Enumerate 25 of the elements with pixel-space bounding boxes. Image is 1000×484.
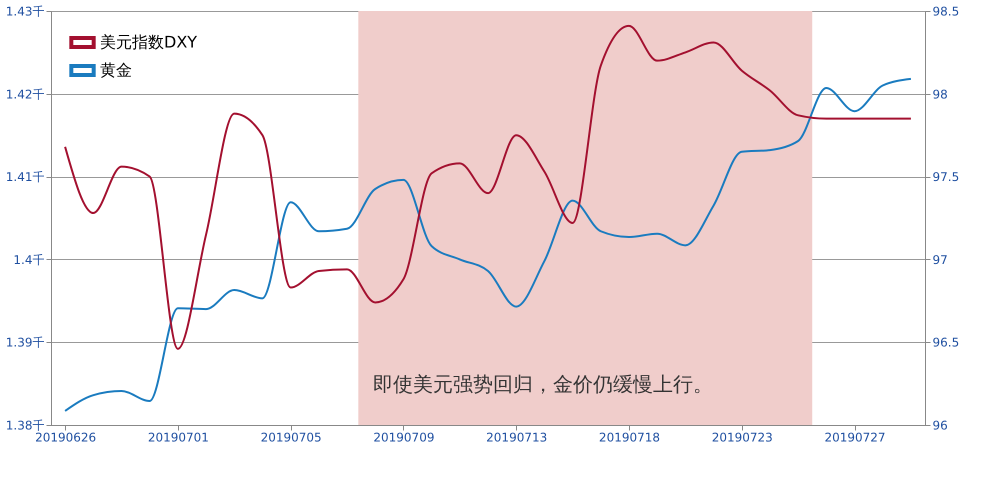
y-tick-label: 1.43千 [6,4,44,18]
y2-tick-label: 96.5 [932,336,960,350]
annotation: 即使美元强势回归，金价仍缓慢上行。 [373,372,713,396]
x-tick-label: 20190723 [712,430,773,444]
y2-tick-label: 98 [932,87,948,102]
legend-label: 美元指数DXY [100,32,198,52]
x-tick-label: 20190626 [35,430,96,444]
y2-tick-label: 97 [932,252,948,267]
x-tick-label: 20190701 [148,430,209,444]
x-tick-label: 20190727 [824,430,886,444]
x-tick-label: 20190713 [486,430,548,444]
y-tick-label: 1.39千 [6,336,44,350]
y2-tick-label: 96 [932,418,948,432]
y-tick-label: 1.38千 [6,418,44,432]
legend-label: 黄金 [100,60,132,80]
y2-tick-label: 98.5 [932,4,960,18]
line-series [64,78,912,412]
line-series [64,24,912,350]
x-tick-label: 20190709 [373,430,434,444]
x-tick-label: 20190718 [598,430,660,444]
y-tick-label: 1.42千 [6,87,44,102]
x-tick-label: 20190705 [260,430,322,444]
y-tick-label: 1.41千 [6,170,44,184]
y2-tick-label: 97.5 [932,170,960,184]
y-tick-label: 1.4千 [13,252,44,267]
